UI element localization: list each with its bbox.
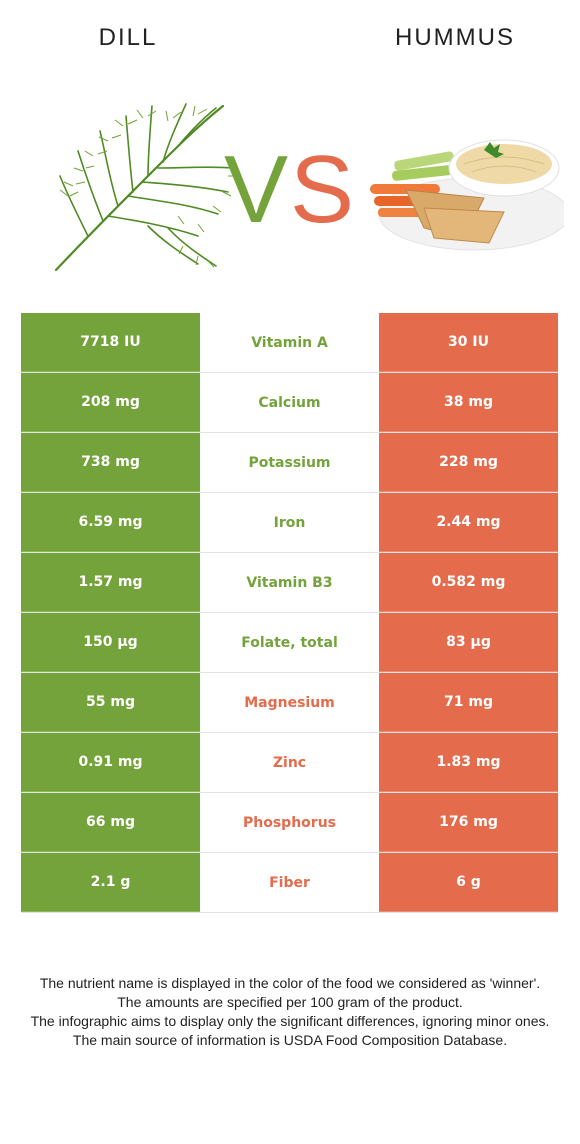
footnote-line: The infographic aims to display only the… <box>30 1013 550 1029</box>
footnote-line: The nutrient name is displayed in the co… <box>39 975 541 991</box>
table-row: 2.1 g Fiber 6 g <box>21 853 558 913</box>
hummus-value: 1.83 mg <box>379 733 558 792</box>
nutrient-name: Phosphorus <box>200 793 379 852</box>
footnote-line: The amounts are specified per 100 gram o… <box>117 994 463 1010</box>
hummus-value: 38 mg <box>379 373 558 432</box>
dill-value: 55 mg <box>21 673 200 732</box>
title-dill: DILL <box>98 24 158 51</box>
dill-value: 0.91 mg <box>21 733 200 792</box>
nutrient-name: Zinc <box>200 733 379 792</box>
nutrient-name: Calcium <box>200 373 379 432</box>
table-row: 0.91 mg Zinc 1.83 mg <box>21 733 558 793</box>
hummus-value: 176 mg <box>379 793 558 852</box>
hummus-value: 0.582 mg <box>379 553 558 612</box>
vs-v: V <box>224 136 288 232</box>
hummus-value: 30 IU <box>379 313 558 372</box>
nutrient-name: Vitamin A <box>200 313 379 372</box>
table-row: 66 mg Phosphorus 176 mg <box>21 793 558 853</box>
table-row: 1.57 mg Vitamin B3 0.582 mg <box>21 553 558 613</box>
dill-value: 150 µg <box>21 613 200 672</box>
hummus-value: 2.44 mg <box>379 493 558 552</box>
nutrient-name: Vitamin B3 <box>200 553 379 612</box>
table-row: 55 mg Magnesium 71 mg <box>21 673 558 733</box>
nutrient-name: Iron <box>200 493 379 552</box>
dill-value: 66 mg <box>21 793 200 852</box>
hummus-value: 71 mg <box>379 673 558 732</box>
footnote: The nutrient name is displayed in the co… <box>20 974 560 1050</box>
hummus-image <box>370 139 564 251</box>
hummus-value: 6 g <box>379 853 558 912</box>
dill-value: 2.1 g <box>21 853 200 912</box>
vs-s: S <box>290 136 352 232</box>
hummus-value: 228 mg <box>379 433 558 492</box>
vs-logo: V S <box>224 136 352 232</box>
dill-image <box>54 103 236 272</box>
dill-value: 208 mg <box>21 373 200 432</box>
dill-value: 7718 IU <box>21 313 200 372</box>
table-row: 150 µg Folate, total 83 µg <box>21 613 558 673</box>
nutrient-table: 7718 IU Vitamin A 30 IU 208 mg Calcium 38 mg 7… <box>21 313 558 913</box>
nutrient-name: Folate, total <box>200 613 379 672</box>
dill-value: 738 mg <box>21 433 200 492</box>
title-hummus: HUMMUS <box>395 24 515 51</box>
table-row: 6.59 mg Iron 2.44 mg <box>21 493 558 553</box>
nutrient-name: Magnesium <box>200 673 379 732</box>
hummus-value: 83 µg <box>379 613 558 672</box>
nutrient-name: Potassium <box>200 433 379 492</box>
nutrient-name: Fiber <box>200 853 379 912</box>
dill-value: 1.57 mg <box>21 553 200 612</box>
table-row: 7718 IU Vitamin A 30 IU <box>21 313 558 373</box>
table-row: 208 mg Calcium 38 mg <box>21 373 558 433</box>
dill-value: 6.59 mg <box>21 493 200 552</box>
table-row: 738 mg Potassium 228 mg <box>21 433 558 493</box>
footnote-line: The main source of information is USDA F… <box>72 1032 508 1048</box>
